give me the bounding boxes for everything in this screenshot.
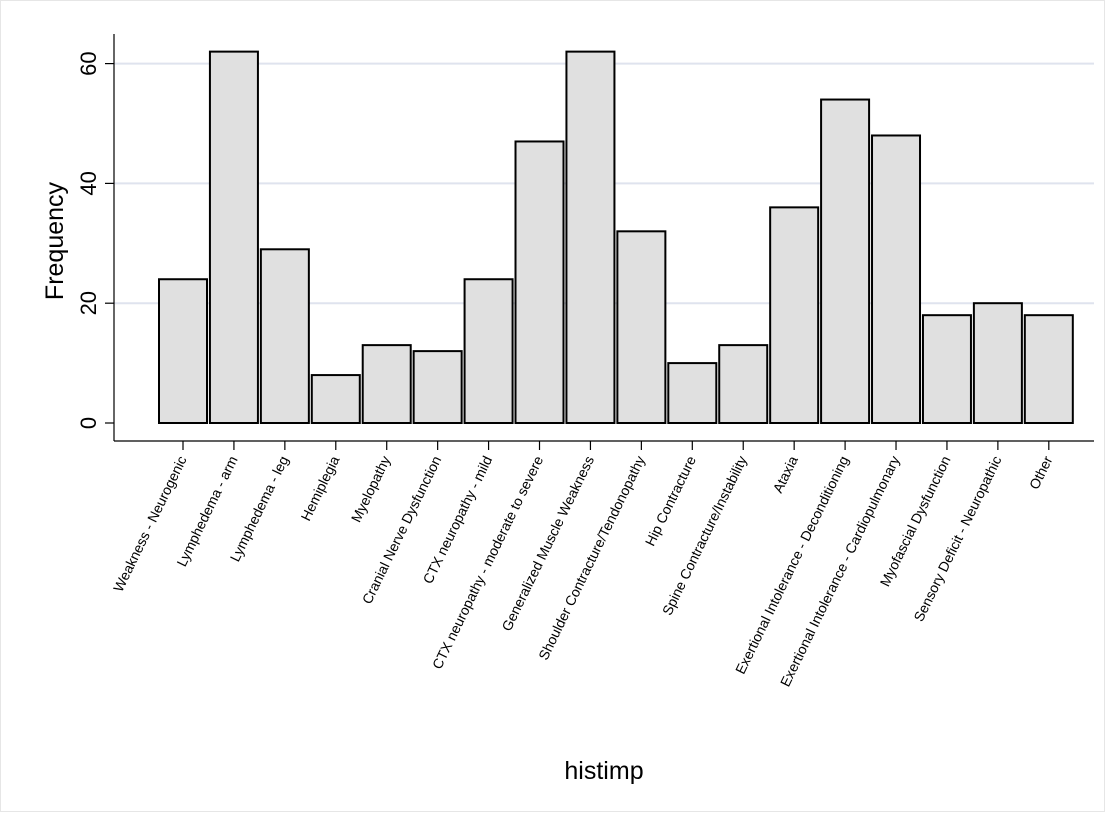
bar [718, 344, 769, 425]
bar [820, 98, 871, 424]
bar [158, 278, 208, 424]
bar [259, 248, 310, 424]
x-tick-label: Hemiplegia [297, 453, 342, 523]
bars [158, 50, 1074, 425]
bar [310, 374, 361, 424]
y-axis-title: Frequency [41, 181, 69, 300]
x-tick-label: Generalized Muscle Weakness [498, 453, 597, 633]
x-tick-label: Myelopathy [348, 453, 394, 524]
y-tick-label: 60 [76, 51, 101, 75]
y-tick-label: 20 [76, 291, 101, 315]
bar [361, 344, 412, 425]
x-tick-label: Weakness - Neurogenic [110, 453, 190, 594]
bar [565, 50, 616, 425]
bar [208, 50, 259, 425]
y-ticks: 0 20 40 60 [76, 51, 114, 429]
bar [921, 314, 972, 424]
bar [514, 140, 565, 424]
bar [616, 230, 667, 424]
bar [412, 350, 463, 424]
bar [667, 362, 718, 425]
bar [769, 206, 820, 424]
bar [972, 302, 1023, 425]
y-tick-label: 40 [76, 171, 101, 195]
x-tick-label: Shoulder Contracture/Tendonopathy [535, 453, 648, 662]
bar [463, 278, 514, 424]
y-tick-label: 0 [76, 417, 101, 429]
x-tick-label: Lymphedema - leg [227, 453, 292, 564]
x-axis-title: histimp [564, 757, 643, 785]
x-tick-label: Hip Contracture [642, 453, 699, 548]
x-tick-label: Sensory Deficit - Neuropathic [910, 453, 1004, 624]
x-tick-label: Other [1026, 453, 1056, 492]
bar [1023, 314, 1074, 424]
x-tick-label: Ataxia [769, 453, 801, 495]
bar [871, 134, 922, 424]
